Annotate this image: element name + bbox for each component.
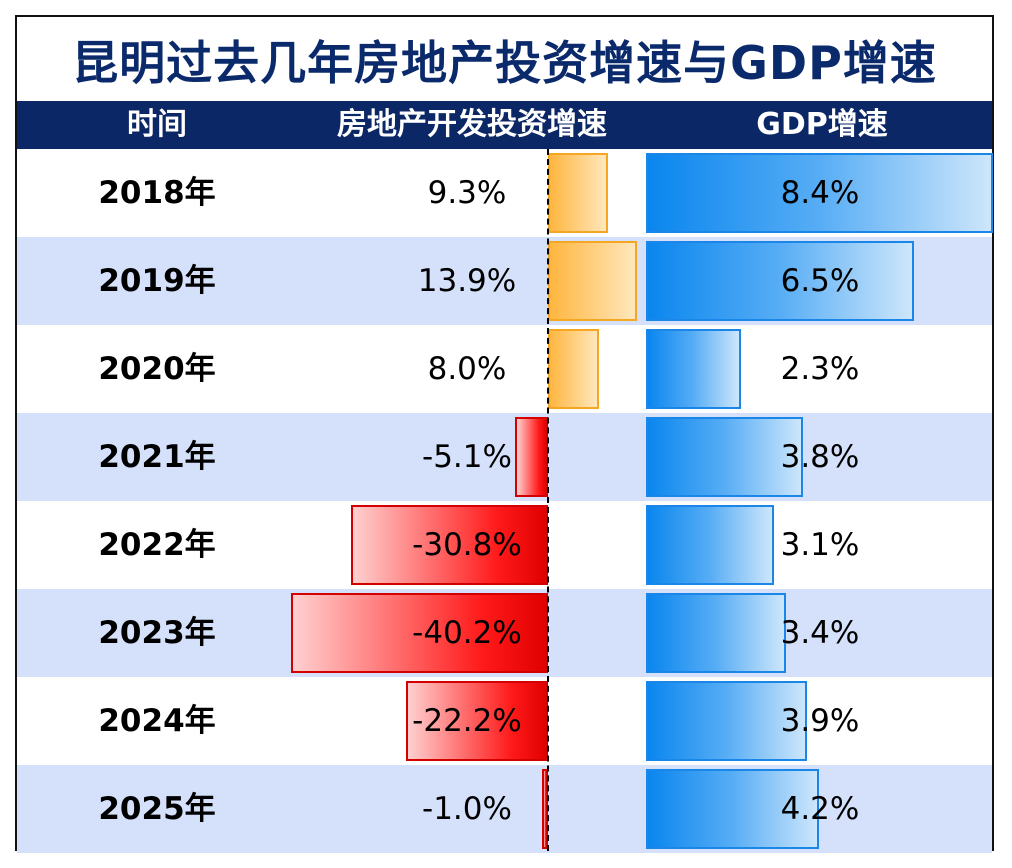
gdp-bar [646, 329, 741, 409]
table-row: 2021年 -5.1% 3.8% [17, 413, 992, 501]
gdp-bar [646, 241, 915, 321]
gdp-bar [646, 681, 808, 761]
realestate-bar [548, 329, 600, 409]
realestate-bar [290, 593, 548, 673]
table-body: 2018年 9.3% 8.4% 2019年 13.9% 6.5% 2020年 8.0% 2.3%… [17, 149, 993, 853]
row-year-label: 2024年 [98, 703, 216, 739]
row-year-label: 2025年 [98, 791, 216, 827]
gdp-value-label: 3.8% [780, 439, 860, 475]
table-row: 2025年 -1.0% 4.2% [17, 765, 992, 853]
realestate-value-label: -5.1% [422, 439, 512, 475]
gdp-value-label: 2.3% [780, 351, 860, 387]
gdp-value-label: 8.4% [780, 175, 860, 211]
table-row: 2018年 9.3% 8.4% [17, 149, 993, 237]
table-row: 2023年 -40.2% 3.4% [17, 589, 992, 677]
realestate-bar [515, 417, 548, 497]
table-row: 2019年 13.9% 6.5% [17, 237, 992, 325]
realestate-bar [350, 505, 548, 585]
table-header: 时间 房地产开发投资增速 GDP增速 [17, 101, 992, 149]
row-year-label: 2020年 [98, 351, 216, 387]
gdp-bar [646, 505, 775, 585]
gdp-bar [646, 153, 993, 233]
gdp-value-label: 3.1% [780, 527, 860, 563]
gdp-value-label: 4.2% [780, 791, 860, 827]
gdp-bar [646, 769, 820, 849]
row-year-label: 2018年 [98, 175, 216, 211]
realestate-value-label: -1.0% [422, 791, 512, 827]
gdp-value-label: 3.9% [780, 703, 860, 739]
table-row: 2022年 -30.8% 3.1% [17, 501, 992, 589]
header-time: 时间 [127, 107, 187, 142]
realestate-value-label: 9.3% [427, 175, 507, 211]
gdp-value-label: 6.5% [780, 263, 860, 299]
chart-table: 昆明过去几年房地产投资增速与GDP增速 时间 房地产开发投资增速 GDP增速 2… [15, 15, 994, 853]
header-gdp: GDP增速 [756, 107, 888, 142]
realestate-value-label: -30.8% [412, 527, 522, 563]
row-year-label: 2022年 [98, 527, 216, 563]
row-year-label: 2023年 [98, 615, 216, 651]
realestate-bar [405, 681, 548, 761]
realestate-bar [548, 241, 637, 321]
row-year-label: 2021年 [98, 439, 216, 475]
realestate-value-label: -22.2% [412, 703, 522, 739]
gdp-value-label: 3.4% [780, 615, 860, 651]
table-row: 2020年 8.0% 2.3% [17, 325, 992, 413]
realestate-value-label: -40.2% [412, 615, 522, 651]
chart-title: 昆明过去几年房地产投资增速与GDP增速 [72, 36, 937, 90]
header-realestate: 房地产开发投资增速 [337, 107, 607, 142]
realestate-bar [548, 153, 608, 233]
realestate-value-label: 8.0% [427, 351, 507, 387]
table-row: 2024年 -22.2% 3.9% [17, 677, 992, 765]
realestate-bar [541, 769, 548, 849]
gdp-bar [646, 417, 803, 497]
realestate-value-label: 13.9% [417, 263, 517, 299]
gdp-bar [646, 593, 787, 673]
row-year-label: 2019年 [98, 263, 216, 299]
zero-axis-line [547, 149, 549, 851]
